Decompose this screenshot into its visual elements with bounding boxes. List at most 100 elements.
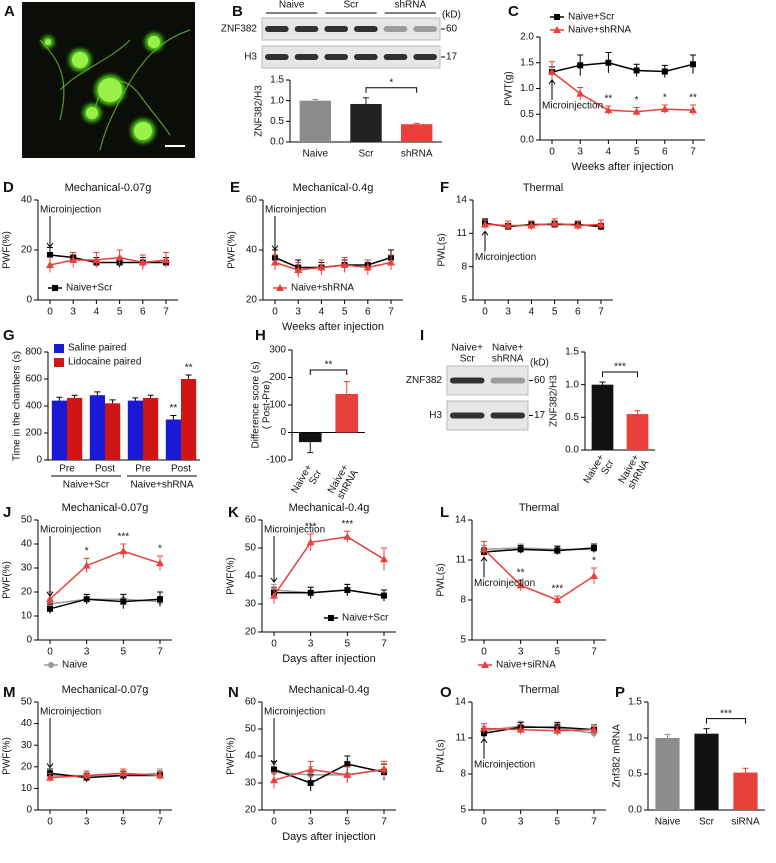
- series-line: [273, 536, 385, 597]
- y-tick-label: 0: [26, 635, 32, 646]
- x-tick-label: 7: [591, 647, 597, 658]
- error-bar: [185, 374, 192, 379]
- marker: [115, 253, 124, 261]
- y-tick-label: 10: [21, 611, 33, 622]
- bar: [350, 103, 382, 142]
- panel-letter: D: [3, 179, 14, 196]
- marker: [633, 67, 640, 74]
- marker: [119, 769, 128, 777]
- panel-letter: B: [232, 3, 243, 20]
- y-tick-label: 0: [36, 455, 42, 466]
- annotation-arrow: [46, 536, 54, 597]
- x-tick-label: 0: [481, 647, 487, 658]
- blot-strip: [261, 45, 441, 69]
- y-tick-label: 0.5: [565, 412, 579, 423]
- y-tick-label: -100: [266, 455, 286, 466]
- significance: **: [185, 363, 193, 374]
- annotation-arrow: [271, 216, 279, 251]
- blot-band: [354, 54, 378, 60]
- marker: [661, 68, 668, 75]
- y-tick-label: 20: [21, 587, 33, 598]
- y-tick-label: 0.0: [270, 137, 284, 148]
- x-tick-label: 6: [140, 307, 146, 318]
- annotation-arrow: [480, 737, 488, 759]
- y-tick-label: 0: [26, 805, 32, 816]
- x-tick-label: 6: [365, 307, 371, 318]
- series-line: [484, 222, 602, 227]
- marker: [553, 26, 561, 33]
- series-line: [49, 598, 161, 610]
- protein-label: H3: [244, 52, 257, 63]
- x-tick-label: 5: [121, 817, 127, 828]
- error-bar: [94, 391, 101, 396]
- panel-letter: F: [440, 179, 449, 196]
- marker: [516, 581, 525, 589]
- y-tick-label: 40: [246, 245, 258, 256]
- unit-label: (kD): [442, 10, 461, 21]
- marker: [573, 221, 582, 229]
- x-axis-label: Days after injection: [282, 653, 376, 665]
- x-tick-label: 7: [381, 639, 387, 650]
- legend-swatch: [54, 344, 64, 353]
- y-tick-label: 5: [460, 805, 466, 816]
- cell-body: [45, 39, 51, 45]
- annotation: Microinjection: [264, 525, 325, 536]
- marker: [306, 538, 315, 546]
- marker: [82, 561, 91, 569]
- marker: [380, 555, 388, 563]
- x-tick-label: 0: [549, 147, 555, 158]
- protein-label: H3: [429, 410, 442, 421]
- chart-title: Thermal: [519, 502, 559, 514]
- bar: [591, 384, 614, 450]
- y-axis-label: ZNF382/H3: [549, 375, 560, 427]
- x-tick-label: 3: [84, 817, 90, 828]
- x-tick-label: 5: [345, 817, 351, 828]
- y-axis-label: PWF(%): [2, 561, 13, 599]
- marker: [46, 595, 54, 603]
- y-tick-label: 200: [25, 428, 42, 439]
- legend-label: Naive+Scr: [342, 613, 389, 624]
- blot-strip: [261, 17, 441, 41]
- y-axis-label: ZNF382/H3: [254, 85, 265, 137]
- y-tick-label: 5: [461, 295, 467, 306]
- cell-body: [134, 122, 152, 140]
- annotation-arrow: [270, 718, 278, 766]
- marker: [276, 284, 284, 291]
- annotation: Microinjection: [542, 101, 603, 112]
- error-bar: [343, 381, 350, 394]
- panel-letter: N: [228, 684, 239, 701]
- y-tick-label: 8: [460, 595, 466, 606]
- marker: [660, 105, 669, 113]
- significance: **: [325, 360, 333, 371]
- marker: [138, 258, 147, 266]
- marker: [344, 761, 351, 768]
- annotation-arrow: [46, 718, 54, 769]
- y-tick-label: 1.5: [628, 697, 642, 708]
- y-tick-label: 20: [246, 295, 258, 306]
- marker: [307, 780, 314, 786]
- marker: [156, 771, 164, 779]
- marker-label: 17: [446, 52, 458, 63]
- protein-label: ZNF382: [221, 24, 258, 35]
- marker: [387, 258, 395, 266]
- marker: [48, 662, 54, 668]
- error-bar: [599, 381, 606, 385]
- annotation: Microinjection: [40, 205, 101, 216]
- significance-bracket: [602, 371, 638, 377]
- y-tick-label: 300: [269, 345, 286, 356]
- y-tick-label: 8: [461, 261, 467, 272]
- legend-label: Naive+shRNA: [568, 25, 631, 36]
- chart-title: Thermal: [519, 684, 559, 696]
- marker: [591, 545, 597, 551]
- x-tick-label: 6: [662, 147, 668, 158]
- bar: [655, 738, 680, 810]
- x-axis-label: Days after injection: [282, 831, 376, 843]
- blot-band: [490, 377, 525, 384]
- marker: [548, 68, 556, 76]
- x-tick-label: Post: [95, 464, 115, 475]
- y-tick-label: 40: [245, 571, 257, 582]
- y-tick-label: 8: [460, 769, 466, 780]
- marker: [343, 770, 352, 778]
- marker: [380, 765, 388, 773]
- y-tick-label: 1.0: [565, 379, 579, 390]
